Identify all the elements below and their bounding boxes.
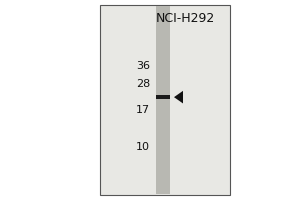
Bar <box>100 5 230 195</box>
Text: 28: 28 <box>136 79 150 89</box>
Bar <box>156 6 170 194</box>
Text: 10: 10 <box>136 142 150 152</box>
Bar <box>156 95 170 99</box>
Text: 17: 17 <box>136 105 150 115</box>
Text: 36: 36 <box>136 61 150 71</box>
Polygon shape <box>174 91 183 103</box>
Text: NCI-H292: NCI-H292 <box>155 11 214 24</box>
